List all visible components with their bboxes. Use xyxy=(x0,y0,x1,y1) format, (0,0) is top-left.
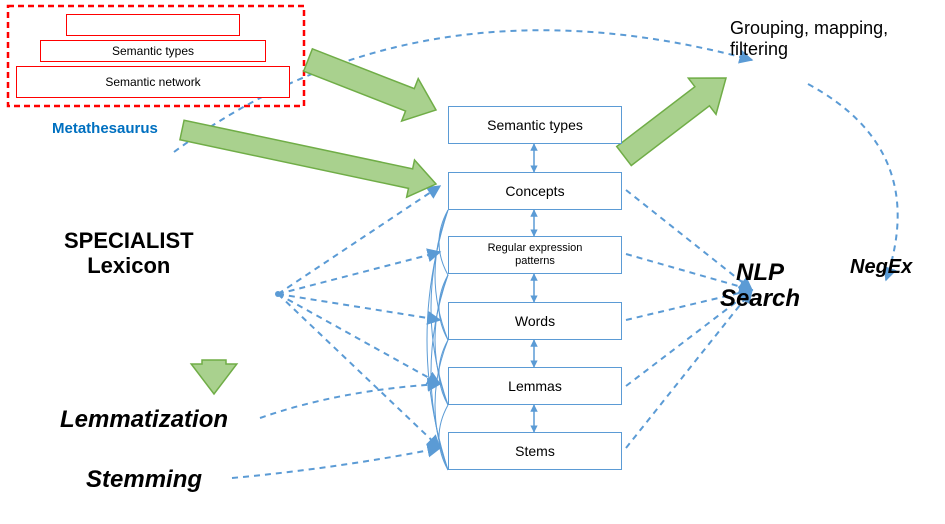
label-negex: NegEx xyxy=(850,256,912,278)
lexicon-fan-1 xyxy=(278,252,440,294)
label-nlp-search: NLP Search xyxy=(720,260,800,313)
layer-words: Words xyxy=(448,302,622,340)
layer-lemmas: Lemmas xyxy=(448,367,622,405)
side-arc-3-4 xyxy=(439,405,448,470)
label-metathesaurus: Metathesaurus xyxy=(52,120,158,137)
label-grouping-mapping: Grouping, mapping, filtering xyxy=(730,18,888,59)
side-arc-0-1 xyxy=(439,210,448,275)
layer-patterns: Regular expression patterns xyxy=(448,236,622,274)
label-lexicon: SPECIALIST Lexicon xyxy=(64,228,194,279)
semantic-network-layer-2: Semantic network xyxy=(16,66,290,98)
side-arc-2-3 xyxy=(439,340,448,405)
arrow-meta-to-concepts xyxy=(180,120,436,197)
layer-semantic-types: Semantic types xyxy=(448,106,622,144)
side-arc-1-2 xyxy=(439,275,448,340)
negex-arc xyxy=(808,84,898,280)
to-nlp-4 xyxy=(626,290,752,448)
stemming-arrow xyxy=(232,448,440,478)
lexicon-origin-dot xyxy=(275,291,281,297)
arrow-out-top xyxy=(617,78,726,166)
lemmatize-arrow xyxy=(260,384,440,418)
arrow-sn-to-st xyxy=(304,49,436,121)
semantic-network-layer-0 xyxy=(66,14,240,36)
semantic-network-layer-1: Semantic types xyxy=(40,40,266,62)
layer-concepts: Concepts xyxy=(448,172,622,210)
arrow-lexicon-down xyxy=(191,360,237,394)
lexicon-fan-0 xyxy=(278,186,440,294)
label-lemmatization: Lemmatization xyxy=(60,406,228,434)
layer-stems: Stems xyxy=(448,432,622,470)
side-arc-2-4 xyxy=(435,340,448,470)
label-stemming: Stemming xyxy=(86,466,202,494)
